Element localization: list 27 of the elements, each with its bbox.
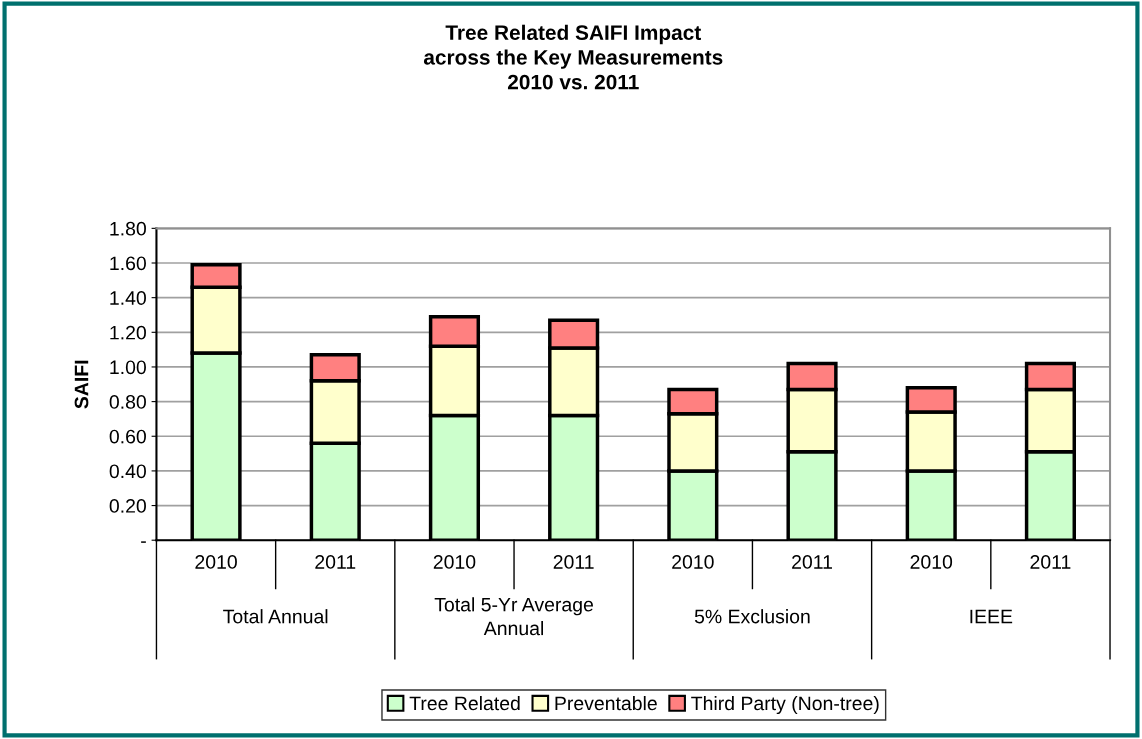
x-tick-label: 2011	[1030, 555, 1071, 569]
y-tick-label: -	[141, 541, 146, 543]
x-tick-label: 2010	[672, 555, 714, 569]
text: IEEE	[970, 609, 1013, 624]
text: Total Annual	[223, 609, 328, 624]
y-tick-label: 0.60	[109, 429, 146, 444]
text: Total 5-Yr Average Annual	[434, 597, 593, 636]
y-axis-title: SAIFI	[74, 360, 89, 409]
y-tick-label: 0.80	[109, 395, 146, 409]
y-tick-label: 1.80	[110, 221, 146, 236]
y-tick-label: 0.40	[109, 464, 146, 479]
x-tick-label: 2010	[433, 555, 476, 569]
y-tick-label: 1.00	[110, 360, 146, 375]
chart-title: Tree Related SAIFI Impact across the Key Measurements 2010 vs. 2011	[423, 24, 723, 90]
x-tick-label: 2011	[792, 555, 832, 569]
legend-label: Third Party (Non-tree)	[691, 695, 879, 715]
y-tick-label: 1.40	[110, 291, 146, 305]
x-tick-label: 2010	[195, 555, 237, 569]
x-tick-label: 2010	[910, 555, 953, 569]
y-tick-label: 0.20	[109, 499, 146, 513]
legend-label: Tree Related	[409, 695, 520, 711]
y-tick-label: 1.60	[110, 256, 146, 271]
x-tick-label: 2011	[315, 555, 356, 569]
x-tick-label: 2011	[553, 555, 594, 569]
y-tick-label: 1.20	[110, 325, 146, 340]
legend-label: Preventable	[555, 695, 657, 711]
text: 5% Exclusion	[694, 609, 810, 624]
